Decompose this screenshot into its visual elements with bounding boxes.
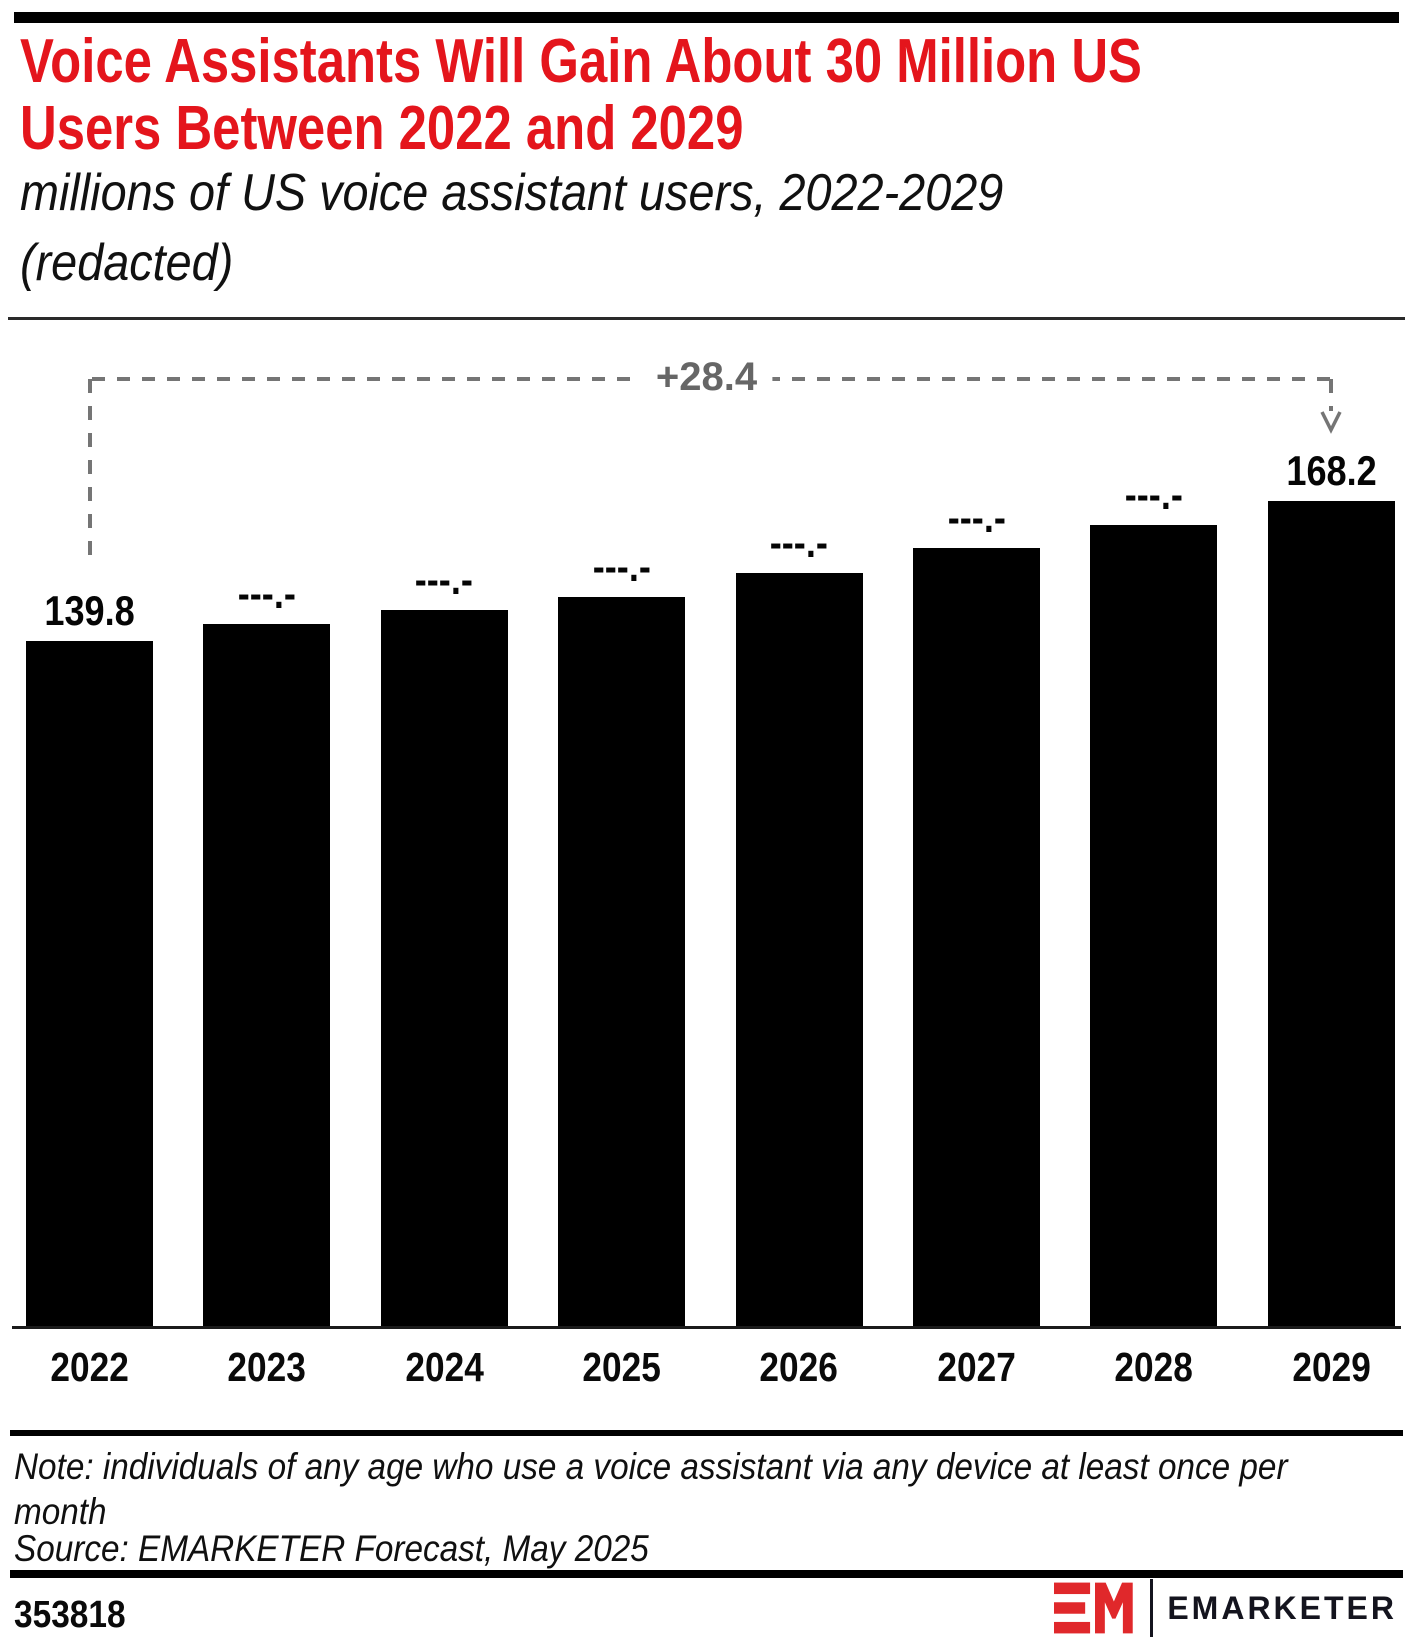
annotation-dashed-line-right [1329,379,1334,411]
value-label-2029: 168.2 [1286,447,1377,495]
chart-title-line-1: Voice Assistants Will Gain About 30 Mill… [20,27,1142,96]
x-axis-label-2023: 2023 [227,1344,307,1390]
chart-source: Source: EMARKETER Forecast, May 2025 [14,1528,649,1569]
value-label-2023: ---.- [237,569,296,617]
value-label-2026: ---.- [770,519,829,567]
annotation-delta-label: +28.4 [640,354,773,400]
top-brand-bar [14,12,1399,23]
footer-divider-rule [10,1570,1403,1578]
value-label-2025: ---.- [592,542,651,590]
note-divider-rule [10,1430,1403,1436]
chart-subtitle-line-2: (redacted) [20,234,234,292]
x-axis-label-2026: 2026 [759,1344,839,1390]
bar-2022 [26,641,153,1328]
annotation-dashed-line-left [87,379,92,566]
value-label-2022: 139.8 [44,587,135,635]
chart-subtitle-line-1: millions of US voice assistant users, 20… [20,164,1004,222]
bar-2029 [1267,501,1395,1328]
chart-note-line-2: month [14,1491,107,1532]
bar-2023 [203,623,331,1328]
emarketer-wordmark: EMARKETER [1167,1589,1397,1626]
arrow-down-icon [1320,411,1342,434]
bar-2024 [380,610,508,1328]
x-axis-label-2028: 2028 [1114,1344,1194,1390]
bar-2026 [735,573,863,1328]
value-label-2027: ---.- [947,494,1006,542]
emarketer-logo: EMARKETER [1054,1578,1397,1638]
chart-title-line-2: Users Between 2022 and 2029 [20,94,744,163]
chart-note: Note: individuals of any age who use a v… [14,1444,1413,1534]
bar-2027 [913,548,1040,1328]
x-axis-label-2027: 2027 [937,1344,1016,1390]
x-axis-label-2024: 2024 [405,1344,484,1390]
x-axis-line [12,1326,1401,1329]
value-label-2024: ---.- [415,556,474,604]
x-axis-label-2022: 2022 [50,1344,129,1390]
bar-2025 [558,596,686,1328]
chart-title: Voice Assistants Will Gain About 30 Mill… [20,28,1388,162]
chart-note-line-1: Note: individuals of any age who use a v… [14,1446,1288,1487]
value-label-2028: ---.- [1124,471,1183,519]
logo-divider [1150,1579,1154,1637]
bar-2028 [1090,525,1218,1328]
chart-id-number: 353818 [14,1594,126,1636]
header-divider-rule [8,317,1405,320]
emarketer-em-mark-icon [1054,1582,1134,1634]
chart-subtitle: millions of US voice assistant users, 20… [20,158,1113,298]
x-axis-label-2025: 2025 [582,1344,661,1390]
x-axis-label-2029: 2029 [1292,1344,1371,1390]
